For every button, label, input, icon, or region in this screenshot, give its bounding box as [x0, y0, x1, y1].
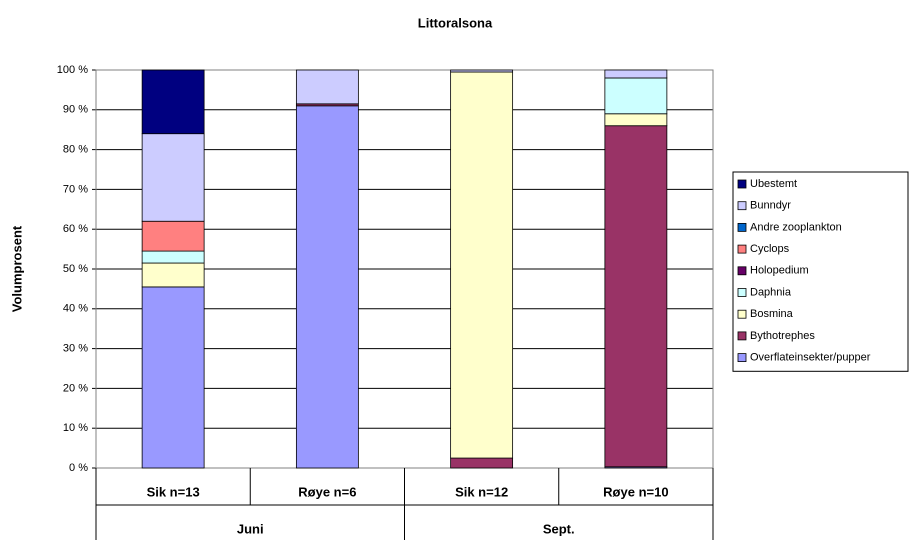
chart-title: Littoralsona [418, 15, 493, 30]
y-tick-label: 30 % [63, 343, 88, 355]
x-tick-label: Røye n=6 [298, 484, 356, 499]
group-label: Sept. [543, 521, 575, 536]
legend-label: Andre zooplankton [750, 221, 842, 233]
y-tick-label: 70 % [63, 183, 88, 195]
group-label: Juni [237, 521, 264, 536]
y-tick-label: 100 % [57, 64, 88, 76]
bar-segment [450, 457, 514, 469]
bar-segment [604, 77, 668, 115]
y-tick-label: 90 % [63, 104, 88, 116]
legend-label: Holopedium [750, 265, 809, 277]
bar-segment [450, 71, 514, 459]
x-tick-label: Røye n=10 [603, 484, 668, 499]
bar-segment [604, 113, 668, 127]
bar-segment [141, 286, 205, 469]
y-tick-label: 60 % [63, 223, 88, 235]
bar-segment [295, 69, 359, 105]
bar-segment [604, 69, 668, 79]
bar-segment [141, 220, 205, 252]
y-tick-label: 50 % [63, 263, 88, 275]
legend-swatch [737, 309, 747, 319]
bar-segment [604, 125, 668, 468]
bar-segment [141, 250, 205, 264]
legend-swatch [737, 244, 747, 254]
legend-label: Cyclops [750, 243, 790, 255]
bar-segment [141, 262, 205, 288]
legend-swatch [737, 222, 747, 232]
x-tick-label: Sik n=12 [455, 484, 508, 499]
x-tick-label: Sik n=13 [147, 484, 200, 499]
legend-label: Ubestemt [750, 178, 797, 190]
legend-swatch [737, 266, 747, 276]
legend-label: Bosmina [750, 308, 794, 320]
legend-swatch [737, 331, 747, 341]
legend-label: Bunndyr [750, 200, 791, 212]
y-tick-label: 20 % [63, 382, 88, 394]
legend-label: Bythotrephes [750, 330, 815, 342]
legend-frame [732, 171, 909, 372]
y-tick-label: 80 % [63, 144, 88, 156]
y-tick-label: 0 % [69, 462, 88, 474]
legend-swatch [737, 201, 747, 211]
bar-segment [295, 105, 359, 469]
legend-label: Overflateinsekter/pupper [750, 352, 871, 364]
bar-segment [450, 69, 514, 73]
bar-segment [141, 133, 205, 222]
y-tick-label: 10 % [63, 422, 88, 434]
legend-swatch [737, 288, 747, 297]
legend-swatch [737, 353, 747, 363]
legend-label: Daphnia [750, 286, 792, 298]
bar-segment [141, 69, 205, 135]
legend-swatch [737, 179, 747, 189]
y-axis-title: Volumprosent [9, 225, 24, 312]
y-tick-label: 40 % [63, 303, 88, 315]
